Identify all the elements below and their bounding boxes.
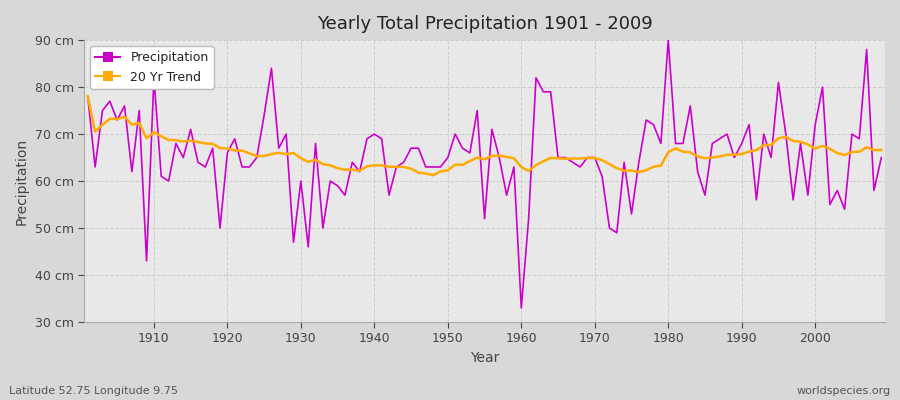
X-axis label: Year: Year <box>470 351 500 365</box>
Text: Latitude 52.75 Longitude 9.75: Latitude 52.75 Longitude 9.75 <box>9 386 178 396</box>
Text: worldspecies.org: worldspecies.org <box>796 386 891 396</box>
Title: Yearly Total Precipitation 1901 - 2009: Yearly Total Precipitation 1901 - 2009 <box>317 15 652 33</box>
Y-axis label: Precipitation: Precipitation <box>15 138 29 225</box>
Legend: Precipitation, 20 Yr Trend: Precipitation, 20 Yr Trend <box>90 46 213 89</box>
